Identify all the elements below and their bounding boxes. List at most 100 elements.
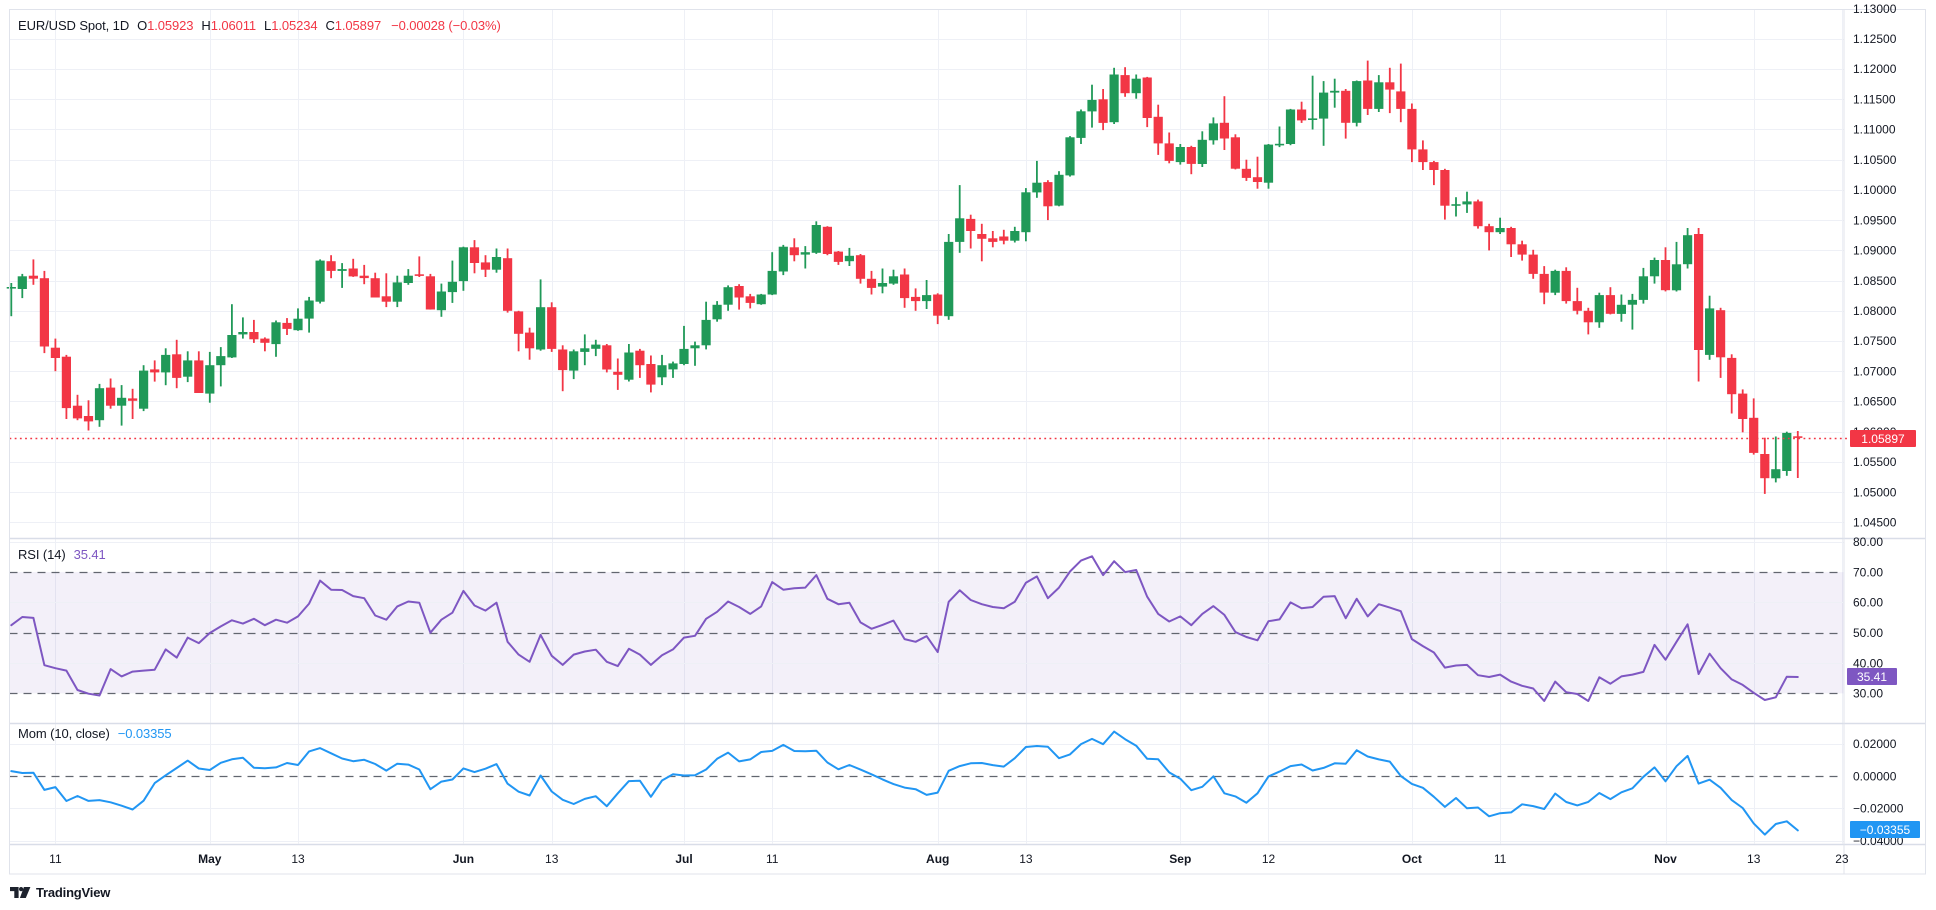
price-pane[interactable] xyxy=(9,9,1844,539)
candle-wick xyxy=(418,256,421,277)
candle-wick xyxy=(219,347,222,387)
candle-body xyxy=(778,246,788,272)
candle-body xyxy=(1043,182,1053,207)
rsi-legend[interactable]: RSI (14) 35.41 xyxy=(18,547,106,562)
candle-body xyxy=(602,345,612,370)
candle-body xyxy=(17,276,27,289)
ohlc-low-value: 1.05234 xyxy=(271,18,318,33)
mom-line xyxy=(10,730,1799,836)
rsi-pane[interactable] xyxy=(9,538,1844,723)
rsi-axis-label: 40.00 xyxy=(1853,656,1883,670)
candle-wick xyxy=(1311,75,1314,130)
time-axis-label: 13 xyxy=(545,852,559,866)
candle-body xyxy=(591,344,601,349)
candle-wick xyxy=(1256,156,1259,189)
ohlc-low-label: L xyxy=(264,18,272,33)
candle-body xyxy=(1583,310,1593,323)
candle-wick xyxy=(10,283,13,317)
candle-body xyxy=(1087,99,1097,112)
symbol-legend[interactable]: EUR/USD Spot, 1D O1.05923 H1.06011 L1.05… xyxy=(18,18,501,33)
candle-wick xyxy=(1388,67,1391,114)
candle-body xyxy=(39,278,49,347)
candle-body xyxy=(1021,192,1031,233)
ohlc-open: O1.05923 xyxy=(137,18,193,33)
candle-body xyxy=(1065,137,1075,176)
candle-body xyxy=(381,296,391,302)
candle-wick xyxy=(804,246,807,269)
candle-body xyxy=(50,347,60,358)
price-axis-label: 1.05500 xyxy=(1853,455,1897,469)
candle-body xyxy=(337,269,347,271)
candle-body xyxy=(789,247,799,256)
candle-body xyxy=(1760,454,1770,479)
candle-wick xyxy=(451,260,454,303)
candle-body xyxy=(833,251,843,262)
candle-body xyxy=(977,234,987,239)
time-axis-label: 23 xyxy=(1835,852,1849,866)
rsi-axis-label: 50.00 xyxy=(1853,626,1883,640)
candle-body xyxy=(139,370,149,409)
candle-body xyxy=(1660,260,1671,291)
candle-body xyxy=(1572,301,1582,311)
candle-wick xyxy=(881,268,884,294)
price-gridlines xyxy=(9,39,1844,523)
tradingview-attribution[interactable]: TradingView xyxy=(10,885,110,900)
price-axis-label: 1.04500 xyxy=(1853,516,1897,530)
tradingview-logo-text: TradingView xyxy=(36,885,111,900)
candle-body xyxy=(1495,228,1505,233)
candle-body xyxy=(1418,149,1428,163)
time-axis-label: Sep xyxy=(1169,852,1191,866)
mom-title: Mom (10, close) xyxy=(18,726,110,741)
candle-body xyxy=(613,371,623,375)
price-axis-label: 1.12500 xyxy=(1853,32,1897,46)
candle-body xyxy=(668,363,678,370)
candle-body xyxy=(1473,201,1483,227)
price-axis-label: 1.09500 xyxy=(1853,213,1897,227)
candle-body xyxy=(1694,234,1704,350)
candle-body xyxy=(1605,295,1615,314)
candle-body xyxy=(447,281,457,293)
candle-wick xyxy=(1774,436,1777,483)
candle-body xyxy=(657,365,667,378)
candle-body xyxy=(436,291,446,311)
logo-dot xyxy=(19,886,24,891)
candle-body xyxy=(106,387,116,406)
time-scale[interactable] xyxy=(9,843,1926,875)
candle-body xyxy=(1363,80,1373,109)
candle-body xyxy=(1671,264,1682,291)
price-axis-label: 1.07000 xyxy=(1853,364,1897,378)
candle-body xyxy=(580,348,590,352)
time-axis-label: 11 xyxy=(49,852,62,866)
candle-body xyxy=(392,282,402,302)
time-axis-label: Jun xyxy=(453,852,474,866)
candle-body xyxy=(988,238,998,242)
candle-body xyxy=(150,369,160,373)
candle-body xyxy=(1561,270,1571,302)
candle-body xyxy=(1638,276,1648,300)
rsi-title: RSI (14) xyxy=(18,547,66,562)
candle-wick xyxy=(1499,217,1501,234)
candle-body xyxy=(1616,304,1626,314)
candle-wick xyxy=(969,214,972,249)
candle-body xyxy=(238,332,248,335)
candle-body xyxy=(844,255,854,262)
candle-body xyxy=(701,319,711,346)
mom-pane[interactable] xyxy=(9,723,1844,844)
candle-body xyxy=(1308,118,1318,120)
ohlc-open-label: O xyxy=(137,18,148,33)
candle-body xyxy=(646,364,656,385)
mom-legend[interactable]: Mom (10, close) −0.03355 xyxy=(18,726,172,741)
candle-body xyxy=(1594,295,1604,323)
candle-body xyxy=(161,354,171,373)
candle-body xyxy=(1539,273,1549,293)
candle-body xyxy=(1385,82,1395,90)
pane-separators xyxy=(9,537,1926,846)
candle-body xyxy=(1352,81,1362,123)
candle-body xyxy=(1330,90,1340,93)
candle-wick xyxy=(694,341,696,366)
candle-body xyxy=(900,274,910,299)
candle-body xyxy=(205,365,215,394)
price-axis-label: 1.08500 xyxy=(1853,274,1897,288)
candle-body xyxy=(1341,90,1351,123)
